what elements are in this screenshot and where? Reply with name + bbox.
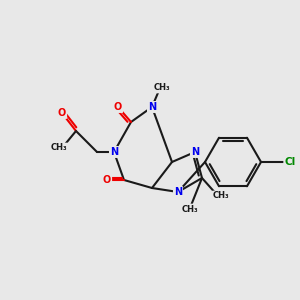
Text: CH₃: CH₃ [154, 83, 170, 92]
Text: N: N [110, 147, 118, 157]
Text: CH₃: CH₃ [213, 191, 229, 200]
Text: CH₃: CH₃ [182, 205, 198, 214]
Text: N: N [148, 102, 156, 112]
Text: N: N [174, 187, 182, 197]
Text: N: N [191, 147, 199, 157]
Text: Cl: Cl [284, 157, 296, 167]
Text: O: O [58, 108, 66, 118]
Text: O: O [103, 175, 111, 185]
Text: CH₃: CH₃ [51, 143, 67, 152]
Text: O: O [114, 102, 122, 112]
